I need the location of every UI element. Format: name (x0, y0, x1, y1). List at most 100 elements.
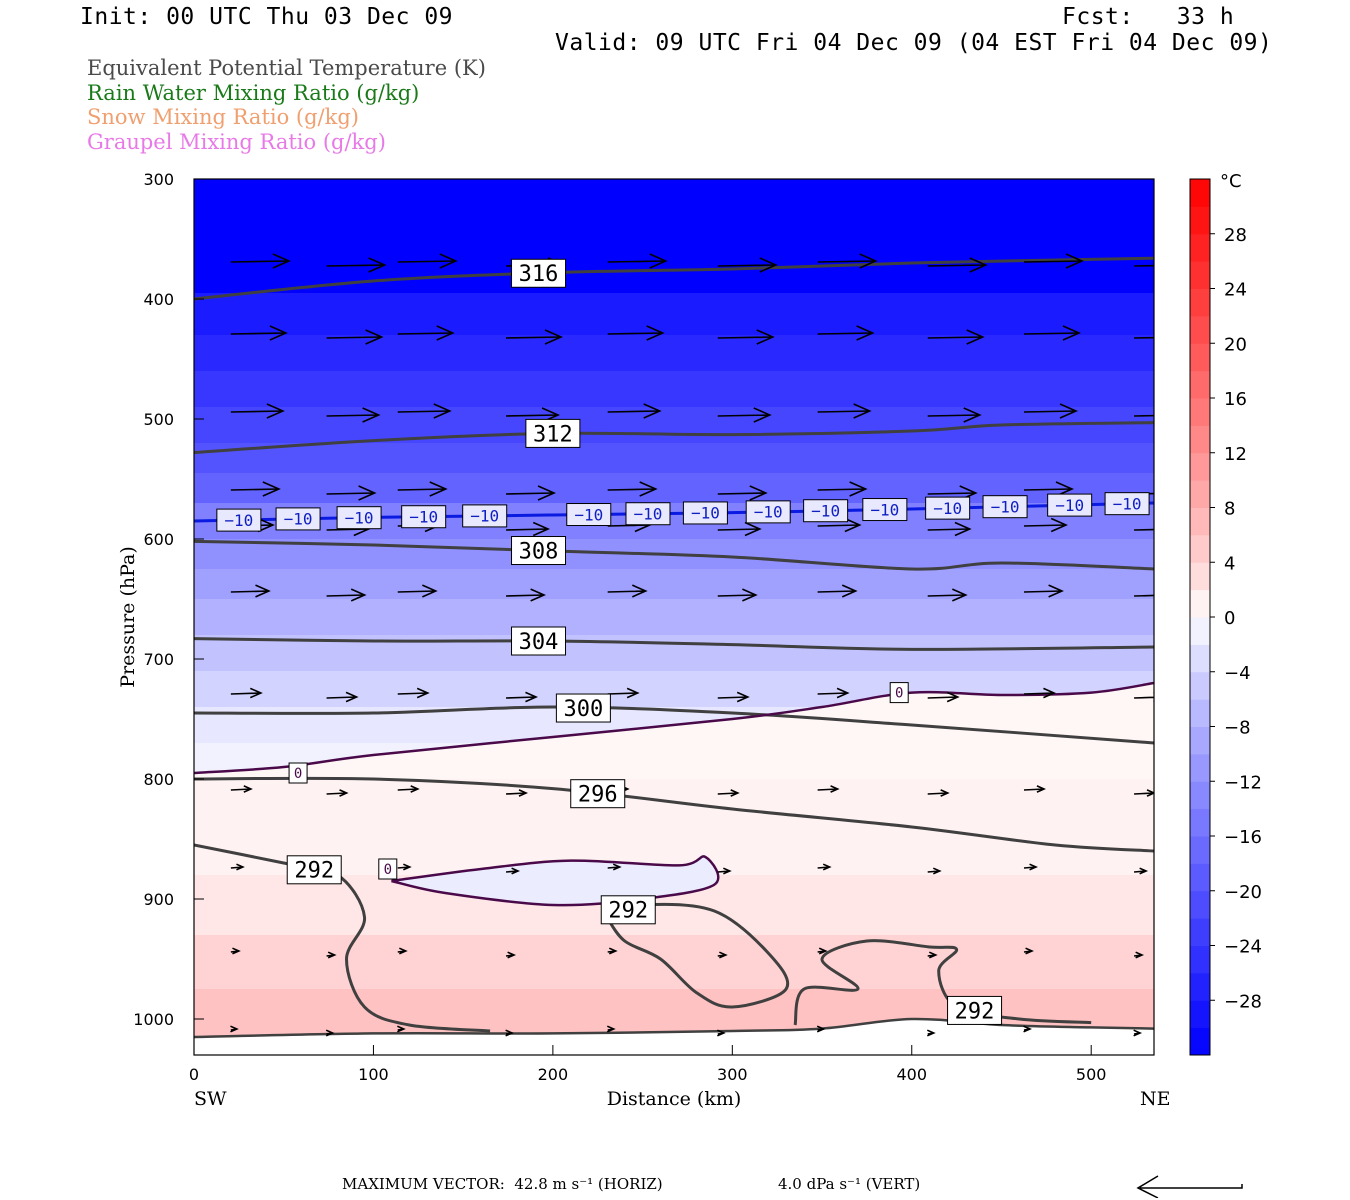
wind-vector (1133, 867, 1149, 875)
wind-vector (230, 687, 263, 699)
minus10-label-text: −10 (933, 499, 962, 518)
minus10-label-box (682, 501, 728, 525)
wind-vector (606, 1025, 616, 1033)
zero-isotherm-label-box (378, 858, 398, 880)
colorbar-tick-label: 0 (1224, 608, 1235, 629)
minus10-label-text: −10 (1055, 496, 1084, 515)
wind-vector (505, 691, 539, 703)
wind-vector (927, 521, 972, 537)
colorbar-segment (1190, 398, 1210, 426)
wind-vector (506, 329, 564, 345)
colorbar-segment (1190, 890, 1210, 919)
colorbar-segment (1190, 699, 1210, 727)
wind-vector (326, 951, 337, 959)
wind-vector (326, 329, 384, 345)
wind-vector (326, 588, 367, 602)
y-tick-label: 900 (143, 890, 174, 909)
minus10-label: −10 (216, 508, 262, 532)
minus10-label: −10 (625, 502, 671, 526)
minus10-label-box (862, 498, 908, 522)
minus10-label-box (803, 499, 849, 523)
colorbar-segment (1190, 562, 1210, 591)
wind-vector (1023, 403, 1078, 419)
theta-e-contour-308-2 (194, 539, 1154, 571)
minus10-label-box (925, 496, 971, 520)
theta-e-label-296-text: 296 (578, 783, 618, 808)
x-end-label-right: NE (1140, 1088, 1171, 1110)
wind-vector (230, 947, 241, 955)
zero-isotherm-label: 0 (288, 762, 308, 784)
wind-vector (326, 407, 381, 423)
wind-vector (326, 485, 377, 501)
colorbar-tick-label: −20 (1224, 882, 1262, 903)
x-tick-label: 400 (896, 1065, 927, 1084)
wind-vector (927, 867, 942, 875)
theta-e-label-292-text: 292 (955, 999, 995, 1024)
wind-vector (927, 789, 950, 797)
wind-vector (607, 863, 622, 871)
valid-time: Valid: 09 UTC Fri 04 Dec 09 (04 EST Fri … (555, 30, 1273, 56)
colorbar-segment (1190, 1000, 1210, 1029)
y-tick-label: 700 (143, 650, 174, 669)
theta-e-label-308-box (511, 536, 567, 566)
theta-e-contour-312-1 (194, 421, 1154, 455)
theta-e-label-304: 304 (511, 626, 567, 656)
theta-e-label-304-text: 304 (519, 630, 559, 655)
wind-vector (717, 789, 740, 797)
minus10-label-text: −10 (991, 497, 1020, 516)
theta-e-label-316: 316 (511, 258, 567, 288)
wind-vector (397, 253, 458, 269)
minus10-label-box (625, 502, 671, 526)
wind-vector (1134, 594, 1154, 597)
wind-vector (506, 485, 557, 501)
legend-rain-water: Rain Water Mixing Ratio (g/kg) (87, 81, 420, 105)
temperature-band-2 (194, 335, 1154, 372)
legend-graupel: Graupel Mixing Ratio (g/kg) (87, 130, 386, 154)
wind-vector (927, 588, 968, 602)
colorbar-tick-label: −12 (1224, 772, 1262, 793)
wind-vector (326, 691, 359, 703)
temperature-band-10 (194, 599, 1154, 636)
colorbar-segment (1190, 671, 1210, 700)
minus10-label-box (275, 507, 321, 531)
theta-e-label-312-box (525, 418, 581, 448)
theta-e-label-292-box (947, 995, 1003, 1025)
wind-vector (1133, 951, 1145, 959)
colorbar-segment (1190, 343, 1210, 372)
minus10-label: −10 (336, 506, 382, 530)
wind-vector (230, 481, 281, 497)
colorbar-segment (1190, 288, 1210, 317)
minus10-label-text: −10 (634, 504, 663, 523)
colorbar-segment (1190, 753, 1210, 782)
wind-vector (397, 325, 455, 341)
colorbar-tick-label: 16 (1224, 389, 1247, 410)
minus10-label-text: −10 (691, 504, 720, 523)
wind-vector (817, 403, 872, 419)
wind-vector (1134, 528, 1154, 531)
colorbar-segment (1190, 808, 1210, 837)
theta-e-label-316-text: 316 (519, 262, 559, 287)
wind-vector (505, 588, 547, 602)
max-vector-horizontal: MAXIMUM VECTOR: 42.8 m s⁻¹ (HORIZ) (342, 1175, 663, 1193)
init-time: Init: 00 UTC Thu 03 Dec 09 (80, 4, 454, 30)
wind-vector (397, 785, 420, 793)
minus10-label-box (401, 505, 447, 529)
minus10-label-box (1104, 492, 1150, 516)
wind-vector (607, 584, 648, 598)
wind-vector (817, 517, 862, 533)
colorbar-segment (1190, 836, 1210, 864)
minus10-label: −10 (401, 505, 447, 529)
minus10-label-box (462, 504, 508, 528)
wind-vector (607, 253, 668, 269)
y-tick-label: 600 (143, 530, 174, 549)
colorbar-segment (1190, 507, 1210, 536)
wind-vector (1023, 863, 1038, 871)
forecast-hour: Fcst: 33 h (1062, 4, 1235, 30)
wind-vector (230, 863, 245, 871)
colorbar-segment (1190, 370, 1210, 399)
theta-e-contour-300-4 (194, 705, 1154, 745)
wind-vector (397, 584, 438, 598)
wind-vector (717, 329, 775, 345)
minus10-label-text: −10 (409, 507, 438, 526)
wind-vector (505, 789, 529, 797)
